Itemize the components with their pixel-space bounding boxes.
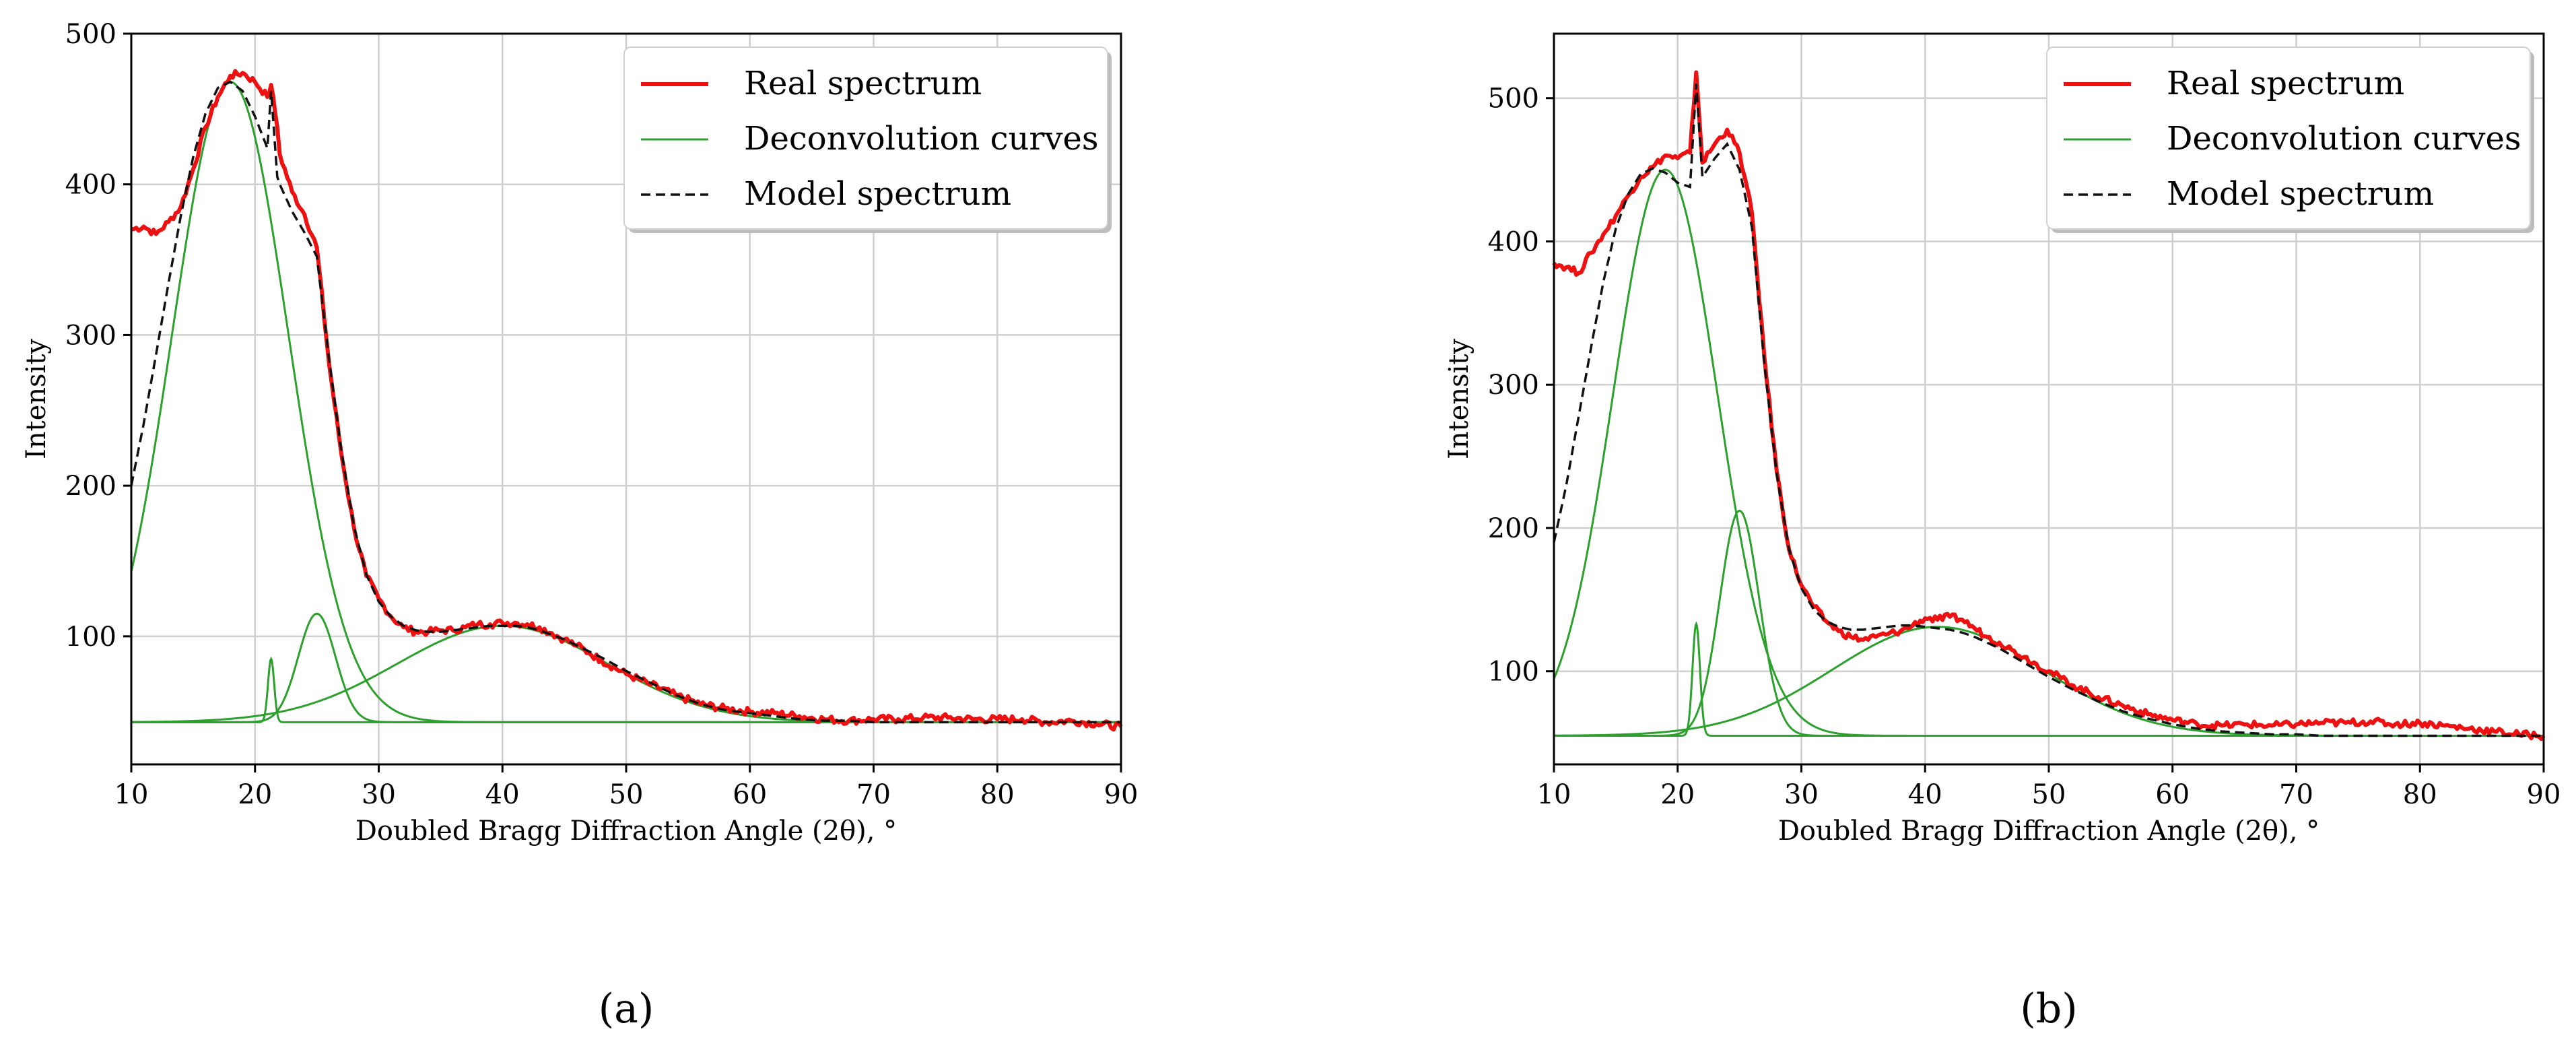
- x-tick-label: 80: [2403, 779, 2437, 810]
- y-axis-label: Intensity: [21, 339, 52, 459]
- x-axis-label: Doubled Bragg Diffraction Angle (2θ), °: [1778, 816, 2319, 847]
- y-tick-label: 100: [65, 622, 116, 653]
- legend-real-spectrum-label: Real spectrum: [744, 65, 982, 102]
- legend-real-spectrum-label: Real spectrum: [2167, 65, 2404, 102]
- real-spectrum-line: [131, 69, 1123, 732]
- x-tick-label: 90: [2527, 779, 2561, 810]
- panel-label: (b): [2020, 985, 2077, 1032]
- legend-deconvolution-curves-label: Deconvolution curves: [744, 120, 1098, 158]
- x-tick-label: 10: [114, 779, 149, 810]
- y-tick-label: 300: [1488, 370, 1539, 401]
- x-tick-label: 30: [362, 779, 396, 810]
- chart-panel-a: 10 20 30 40 50 60 70 80 90 100 200 300 400 500 Doubled…: [21, 19, 1139, 1032]
- panel-label: (a): [599, 985, 654, 1032]
- x-tick-label: 60: [2155, 779, 2190, 810]
- x-tick-label: 40: [1908, 779, 1942, 810]
- x-tick-label: 20: [1660, 779, 1695, 810]
- x-ticks: 10 20 30 40 50 60 70 80 90: [1537, 764, 2561, 810]
- deconvolution-curves: [1553, 168, 2544, 737]
- legend-model-spectrum-label: Model spectrum: [2167, 175, 2434, 213]
- real-spectrum-line: [1552, 70, 2546, 741]
- y-tick-label: 500: [65, 19, 116, 50]
- y-tick-label: 300: [65, 320, 116, 351]
- x-ticks: 10 20 30 40 50 60 70 80 90: [114, 764, 1139, 810]
- x-tick-label: 50: [609, 779, 644, 810]
- y-axis-label: Intensity: [1444, 339, 1475, 459]
- legend: Real spectrum Deconvolution curves Model s…: [623, 46, 1112, 233]
- legend: Real spectrum Deconvolution curves Model s…: [2046, 46, 2534, 233]
- legend-box: [2046, 46, 2531, 230]
- deconvolution-curve-4: [1554, 626, 2544, 737]
- x-tick-label: 30: [1784, 779, 1819, 810]
- model-spectrum-line: [1553, 84, 2544, 737]
- legend-model-spectrum-label: Model spectrum: [744, 175, 1011, 213]
- y-tick-label: 200: [65, 471, 116, 502]
- legend-box: [623, 46, 1108, 230]
- x-tick-label: 70: [856, 779, 891, 810]
- chart-b-svg: 10 20 30 40 50 60 70 80 90 100 200 300 400 500 Doubled…: [1444, 32, 2561, 1032]
- chart-panel-b: 10 20 30 40 50 60 70 80 90 100 200 300 400 500 Doubled…: [1288, 0, 2576, 1056]
- x-tick-label: 80: [980, 779, 1015, 810]
- x-tick-label: 40: [485, 779, 520, 810]
- y-ticks: 100 200 300 400 500: [1488, 84, 1554, 688]
- model-spectrum-line: [130, 80, 1121, 724]
- y-tick-label: 400: [65, 170, 116, 201]
- y-tick-label: 200: [1488, 513, 1539, 544]
- y-ticks: 100 200 300 400 500: [65, 19, 131, 653]
- x-tick-label: 60: [733, 779, 767, 810]
- legend-deconvolution-curves-label: Deconvolution curves: [2167, 120, 2521, 158]
- x-tick-label: 50: [2032, 779, 2066, 810]
- x-tick-label: 70: [2279, 779, 2313, 810]
- x-tick-label: 10: [1537, 779, 1571, 810]
- chart-a-svg: 10 20 30 40 50 60 70 80 90 100 200 300 400 500 Doubled…: [21, 19, 1139, 1032]
- x-tick-label: 90: [1104, 779, 1139, 810]
- y-tick-label: 500: [1488, 84, 1539, 114]
- x-tick-label: 20: [238, 779, 272, 810]
- x-axis-label: Doubled Bragg Diffraction Angle (2θ), °: [355, 816, 897, 847]
- y-tick-label: 400: [1488, 226, 1539, 257]
- y-tick-label: 100: [1488, 657, 1539, 688]
